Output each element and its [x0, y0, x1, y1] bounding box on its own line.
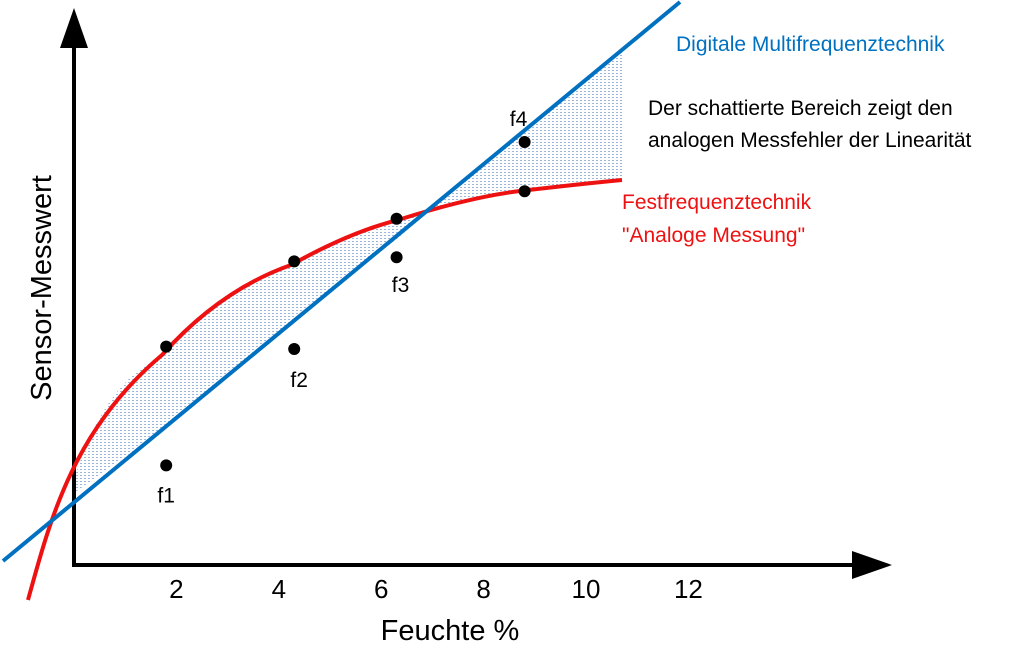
point-label-f4: f4	[510, 108, 528, 131]
legend-festfrequenz-line1: Festfrequenztechnik	[622, 191, 812, 214]
data-point-blue-3	[390, 251, 403, 264]
axes	[60, 8, 892, 579]
data-point-blue-2	[288, 343, 301, 355]
error-area	[73, 50, 622, 493]
annotation-line1: Der schattierte Bereich zeigt den	[648, 97, 953, 120]
legend-multifrequenz: Digitale Multifrequenztechnik	[676, 33, 945, 56]
y-axis-label: Sensor-Messwert	[26, 175, 58, 401]
data-point-blue-1	[160, 459, 173, 472]
series-festfrequenz-line	[26, 178, 623, 601]
x-axis-label: Feuchte %	[381, 615, 520, 647]
x-tick-label-12: 12	[674, 574, 703, 604]
x-tick-label-2: 2	[169, 574, 183, 604]
x-tick-label-10: 10	[572, 574, 601, 604]
x-tick-label-4: 4	[272, 574, 286, 604]
x-tick-label-6: 6	[374, 574, 388, 604]
data-point-red-2	[288, 255, 301, 268]
point-label-f1: f1	[157, 484, 175, 507]
point-label-f2: f2	[290, 369, 308, 392]
annotation-line2: analogen Messfehler der Linearität	[648, 129, 972, 152]
legend-festfrequenz-line2: "Analoge Messung"	[622, 224, 805, 247]
series-multifrequenz-line	[1, 0, 682, 563]
x-tick-label-8: 8	[476, 574, 490, 604]
data-point-red-3	[390, 212, 403, 225]
y-axis-arrow	[60, 8, 88, 48]
point-label-f3: f3	[392, 274, 410, 297]
data-point-red-4	[518, 185, 531, 198]
x-axis-arrow	[852, 551, 892, 579]
data-point-red-1	[160, 340, 173, 353]
data-point-blue-4	[518, 136, 531, 148]
